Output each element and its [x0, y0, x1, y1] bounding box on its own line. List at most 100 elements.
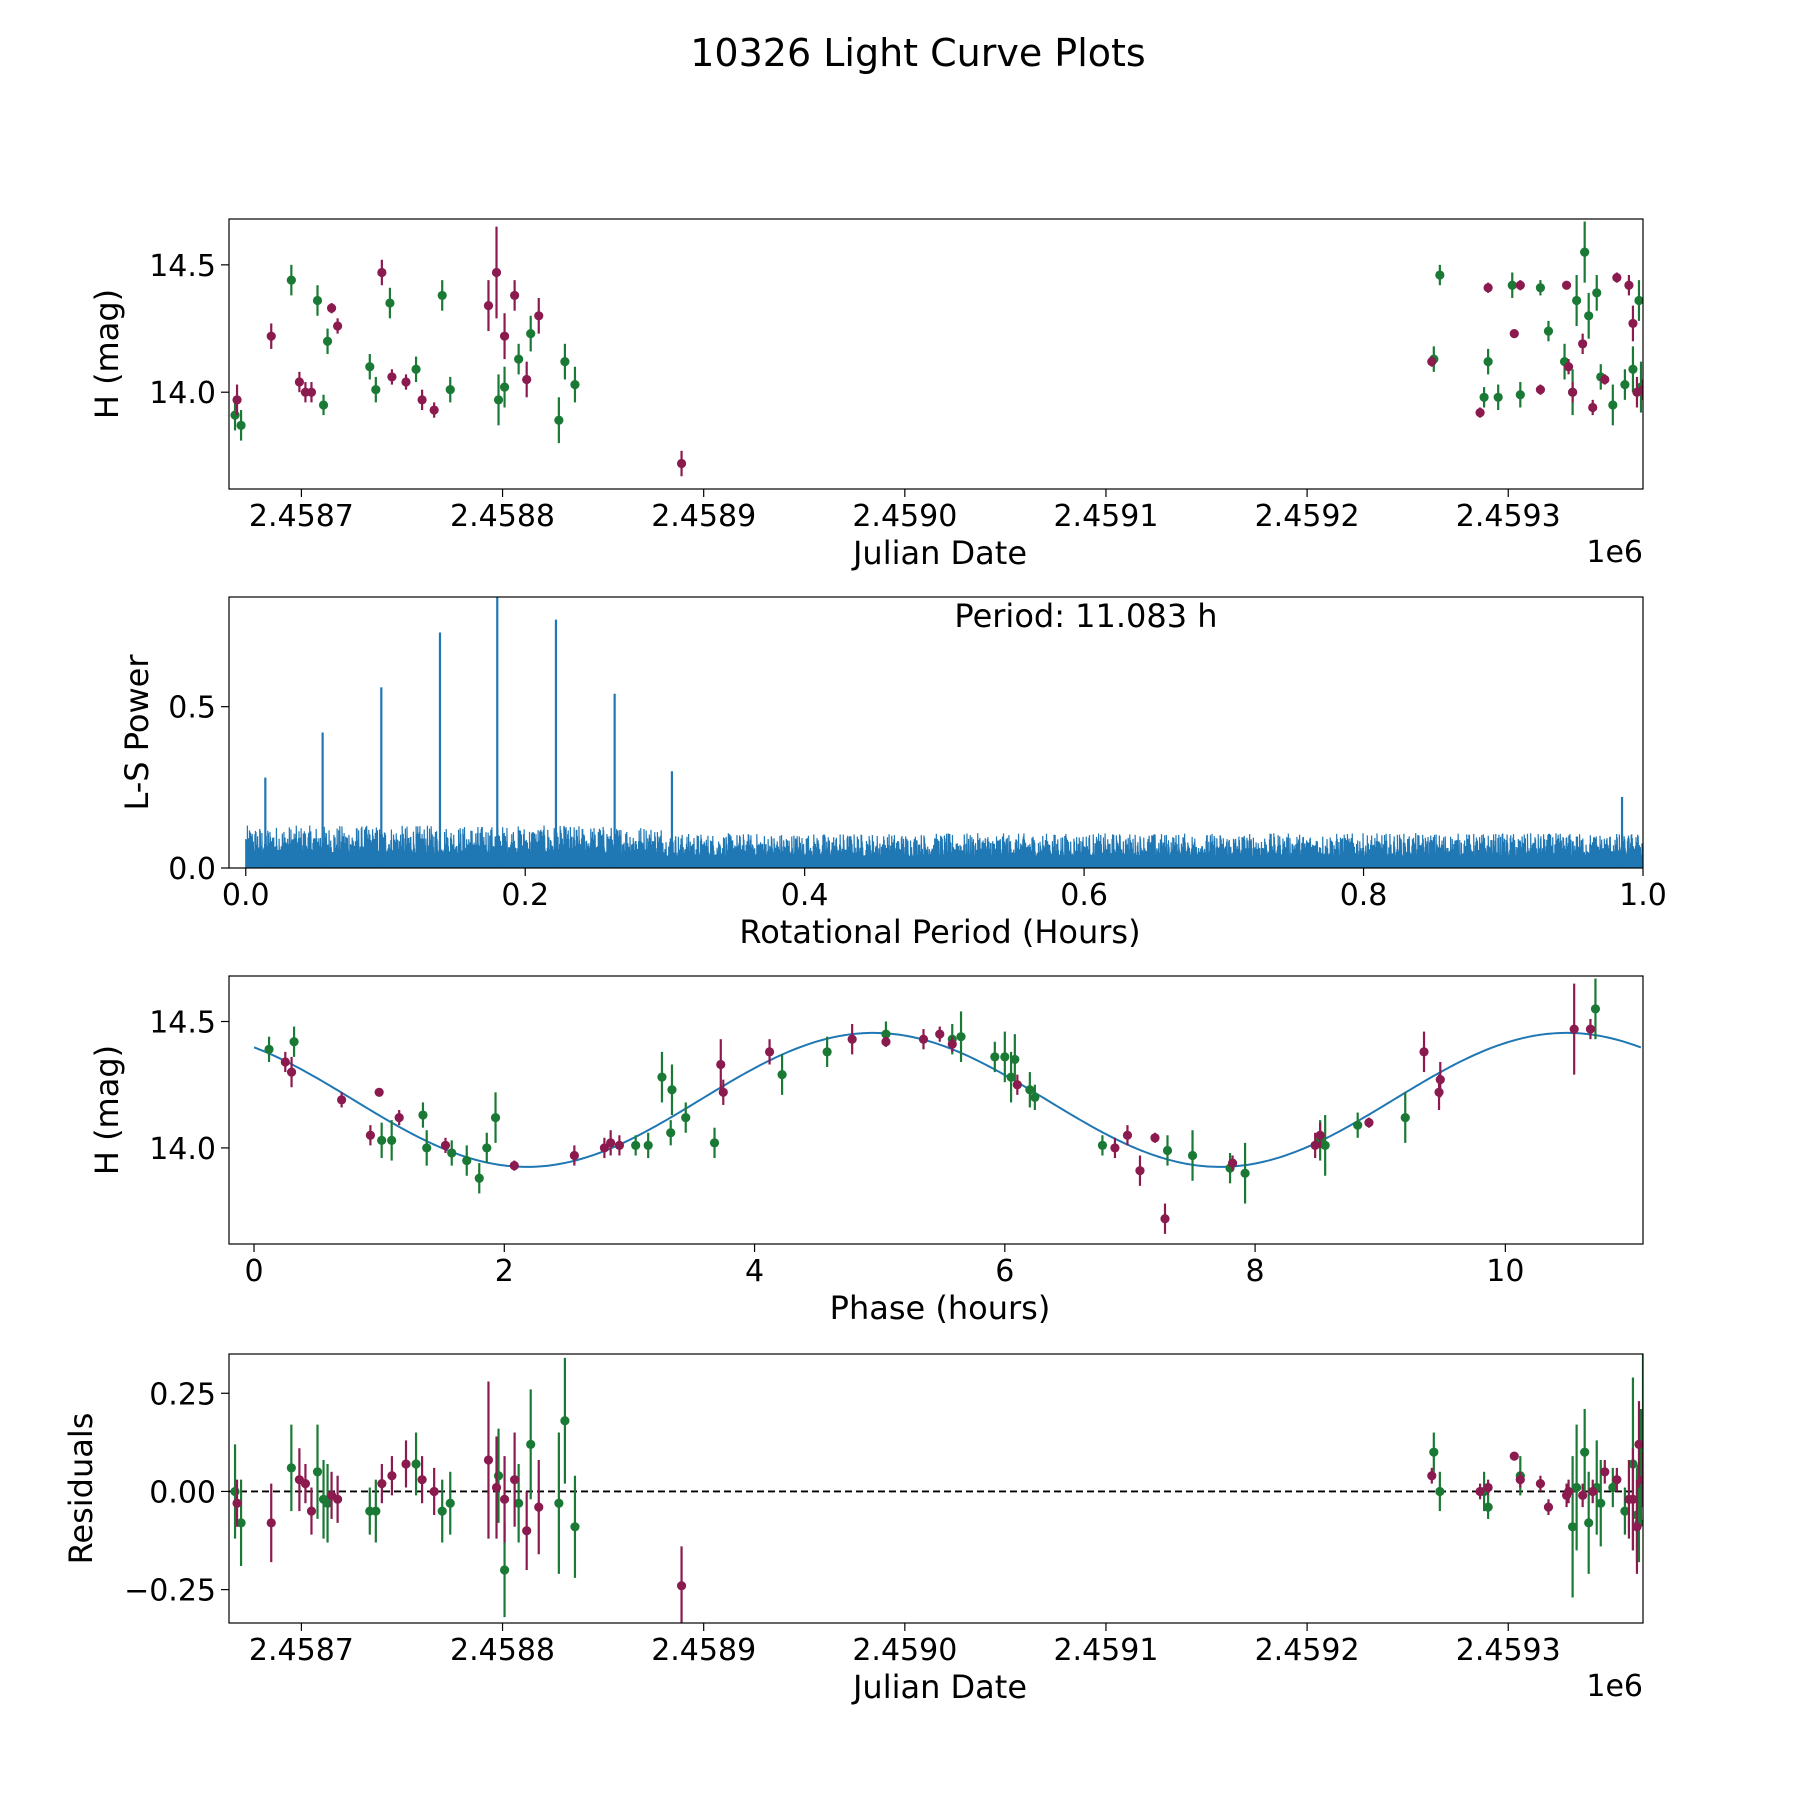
residuals-point-maroon [429, 1486, 439, 1497]
periodogram-y-axis-label: L-S Power [118, 654, 156, 811]
residuals-point-green [1580, 1447, 1590, 1457]
light-curve-x-tick-label: 2.4593 [1456, 499, 1561, 534]
residuals-x-axis-label: Julian Date [851, 1668, 1027, 1706]
phased-curve-x-tick-label: 6 [995, 1254, 1014, 1289]
phased-curve-point-green [289, 1037, 299, 1047]
residuals-point-green [286, 1463, 296, 1473]
light-curve-point-green [318, 400, 329, 410]
residuals-point-maroon [401, 1459, 411, 1469]
light-curve-point-maroon [1600, 374, 1610, 385]
periodogram-x-tick-label: 0.2 [501, 878, 549, 913]
phased-curve-point-maroon [374, 1087, 384, 1097]
residuals-frame [228, 1353, 1644, 1624]
phased-curve-point-maroon [1012, 1080, 1022, 1090]
light-curve-point-green [286, 275, 296, 285]
phased-curve-point-maroon [918, 1034, 929, 1044]
light-curve-point-maroon [417, 395, 427, 405]
light-curve-y-tick-label: 14.5 [149, 249, 216, 284]
light-curve-point-maroon [1588, 402, 1598, 413]
phased-curve-point-green [1353, 1120, 1363, 1130]
light-curve-point-green [1435, 270, 1445, 280]
phased-curve-y-tick-label: 14.5 [149, 1006, 216, 1041]
light-curve-point-green [312, 295, 323, 306]
light-curve-point-green [385, 298, 395, 308]
phased-curve-point-maroon [1419, 1047, 1429, 1057]
light-curve-point-maroon [1483, 283, 1493, 293]
light-curve-point-green [570, 379, 580, 390]
phased-curve-point-green [377, 1135, 387, 1145]
residuals-point-green [312, 1467, 323, 1477]
light-curve-point-maroon [1638, 385, 1643, 395]
residuals-point-maroon [1638, 1475, 1643, 1485]
light-curve-point-green [236, 420, 246, 430]
residuals-x-tick-label: 2.4589 [651, 1633, 756, 1668]
phased-curve-point-maroon [764, 1047, 775, 1057]
residuals-point-green [437, 1506, 447, 1516]
residuals-point-green [1584, 1518, 1594, 1528]
light-curve-y-tick-label: 14.0 [149, 376, 216, 411]
residuals-point-maroon [266, 1518, 276, 1528]
residuals-point-maroon [499, 1494, 510, 1504]
periodogram-frame [228, 596, 1644, 869]
light-curve-point-maroon [1563, 362, 1574, 372]
phased-curve-point-maroon [606, 1138, 616, 1148]
phased-curve-point-green [264, 1044, 274, 1054]
phased-curve-x-tick-label: 10 [1486, 1254, 1524, 1289]
residuals-point-green [554, 1498, 564, 1508]
phased-curve-point-green [1187, 1150, 1198, 1161]
phased-curve-panel: 0 2 4 6 8 10 14.0 14.5 Phase (hours) H (mag) [88, 975, 1644, 1327]
phased-curve-x-tick-label: 0 [244, 1254, 263, 1289]
phased-curve-point-maroon [1434, 1087, 1444, 1097]
residuals-point-green [526, 1439, 536, 1449]
residuals-point-green [1568, 1522, 1578, 1532]
light-curve-x-tick-label: 2.4587 [249, 499, 354, 534]
phased-curve-point-maroon [1364, 1118, 1374, 1128]
phased-curve-point-maroon [935, 1029, 945, 1039]
phased-curve-point-maroon [1315, 1130, 1325, 1140]
residuals-point-maroon [333, 1494, 343, 1504]
phased-curve-point-green [1097, 1140, 1108, 1150]
light-curve-point-maroon [1568, 387, 1578, 397]
light-curve-point-maroon [1612, 272, 1622, 283]
light-curve-point-maroon [534, 311, 544, 321]
phased-curve-point-green [777, 1070, 787, 1080]
phased-curve-point-green [1006, 1072, 1016, 1082]
phased-curve-point-maroon [365, 1130, 375, 1140]
residuals-point-green [570, 1522, 580, 1532]
residuals-point-green [1608, 1482, 1618, 1493]
phased-curve-point-maroon [280, 1057, 290, 1067]
light-curve-point-maroon [1509, 329, 1519, 339]
periodogram-x-tick-label: 1.0 [1619, 878, 1667, 913]
light-curve-point-green [322, 336, 333, 346]
light-curve-point-maroon [1515, 280, 1525, 290]
light-curve-point-green [1483, 357, 1493, 367]
light-curve-point-maroon [676, 458, 687, 469]
phased-curve-point-green [1010, 1054, 1020, 1065]
light-curve-point-green [411, 364, 421, 374]
phased-curve-point-green [462, 1155, 472, 1166]
light-curve-point-green [1493, 392, 1503, 402]
light-curve-point-green [1580, 247, 1590, 257]
phased-curve-point-green [482, 1143, 492, 1153]
phased-curve-point-maroon [947, 1039, 957, 1049]
light-curve-point-maroon [491, 267, 502, 278]
residuals-point-maroon [510, 1475, 520, 1485]
phased-curve-point-green [1162, 1145, 1173, 1156]
residuals-point-green [514, 1498, 524, 1508]
phased-curve-point-green [643, 1140, 653, 1150]
residuals-point-maroon [1563, 1486, 1574, 1497]
phased-curve-point-green [657, 1072, 667, 1082]
phased-curve-point-green [1000, 1052, 1010, 1062]
phased-curve-point-maroon [847, 1034, 857, 1044]
light-curve-x-tick-label: 2.4592 [1255, 499, 1360, 534]
periodogram-x-tick-label: 0.8 [1340, 878, 1388, 913]
light-curve-point-maroon [1578, 339, 1588, 349]
residuals-point-maroon [1588, 1486, 1598, 1497]
residuals-point-green [411, 1459, 421, 1469]
light-curve-x-tick-label: 2.4588 [450, 499, 555, 534]
residuals-point-maroon [417, 1475, 427, 1485]
light-curve-point-maroon [483, 301, 494, 311]
light-curve-point-green [1507, 280, 1517, 290]
light-curve-x-axis-label: Julian Date [851, 534, 1027, 572]
